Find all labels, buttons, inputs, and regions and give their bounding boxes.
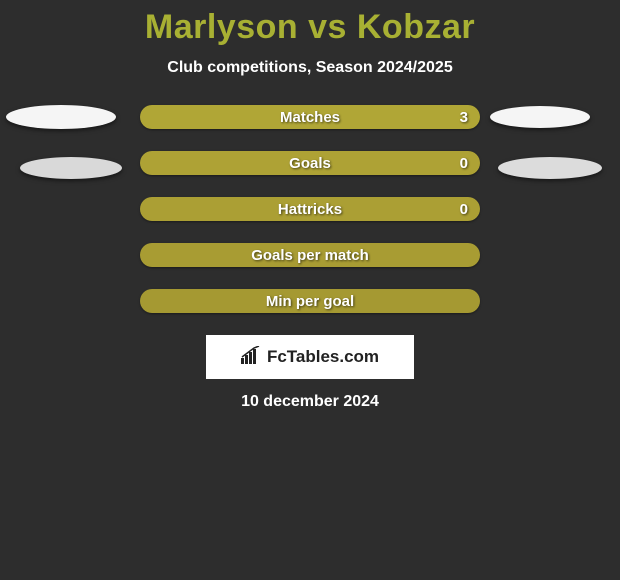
stat-bars: Matches 3 Goals 0 Hattricks 0 Goals per …	[140, 105, 480, 313]
stat-value: 0	[460, 201, 468, 218]
stats-area: Matches 3 Goals 0 Hattricks 0 Goals per …	[0, 105, 620, 313]
decor-ellipse-right-1	[490, 106, 590, 128]
stat-value: 3	[460, 109, 468, 126]
stat-value: 0	[460, 155, 468, 172]
stat-bar-min-per-goal: Min per goal	[140, 289, 480, 313]
stat-label: Goals per match	[251, 247, 369, 264]
stat-label: Matches	[280, 109, 340, 126]
stat-label: Min per goal	[266, 293, 354, 310]
stat-bar-goals-per-match: Goals per match	[140, 243, 480, 267]
page-subtitle: Club competitions, Season 2024/2025	[0, 59, 620, 77]
decor-ellipse-right-2	[498, 157, 602, 179]
stat-label: Hattricks	[278, 201, 342, 218]
decor-ellipse-left-1	[6, 105, 116, 129]
page-title: Marlyson vs Kobzar	[0, 8, 620, 47]
stat-bar-goals: Goals 0	[140, 151, 480, 175]
brand-text: FcTables.com	[267, 347, 379, 367]
stat-label: Goals	[289, 155, 331, 172]
stat-bar-hattricks: Hattricks 0	[140, 197, 480, 221]
brand-box[interactable]: FcTables.com	[206, 335, 414, 379]
chart-icon	[241, 346, 263, 369]
widget-container: Marlyson vs Kobzar Club competitions, Se…	[0, 0, 620, 411]
stat-bar-matches: Matches 3	[140, 105, 480, 129]
decor-ellipse-left-2	[20, 157, 122, 179]
footer-date: 10 december 2024	[0, 393, 620, 411]
brand-label: FcTables.com	[241, 346, 379, 369]
